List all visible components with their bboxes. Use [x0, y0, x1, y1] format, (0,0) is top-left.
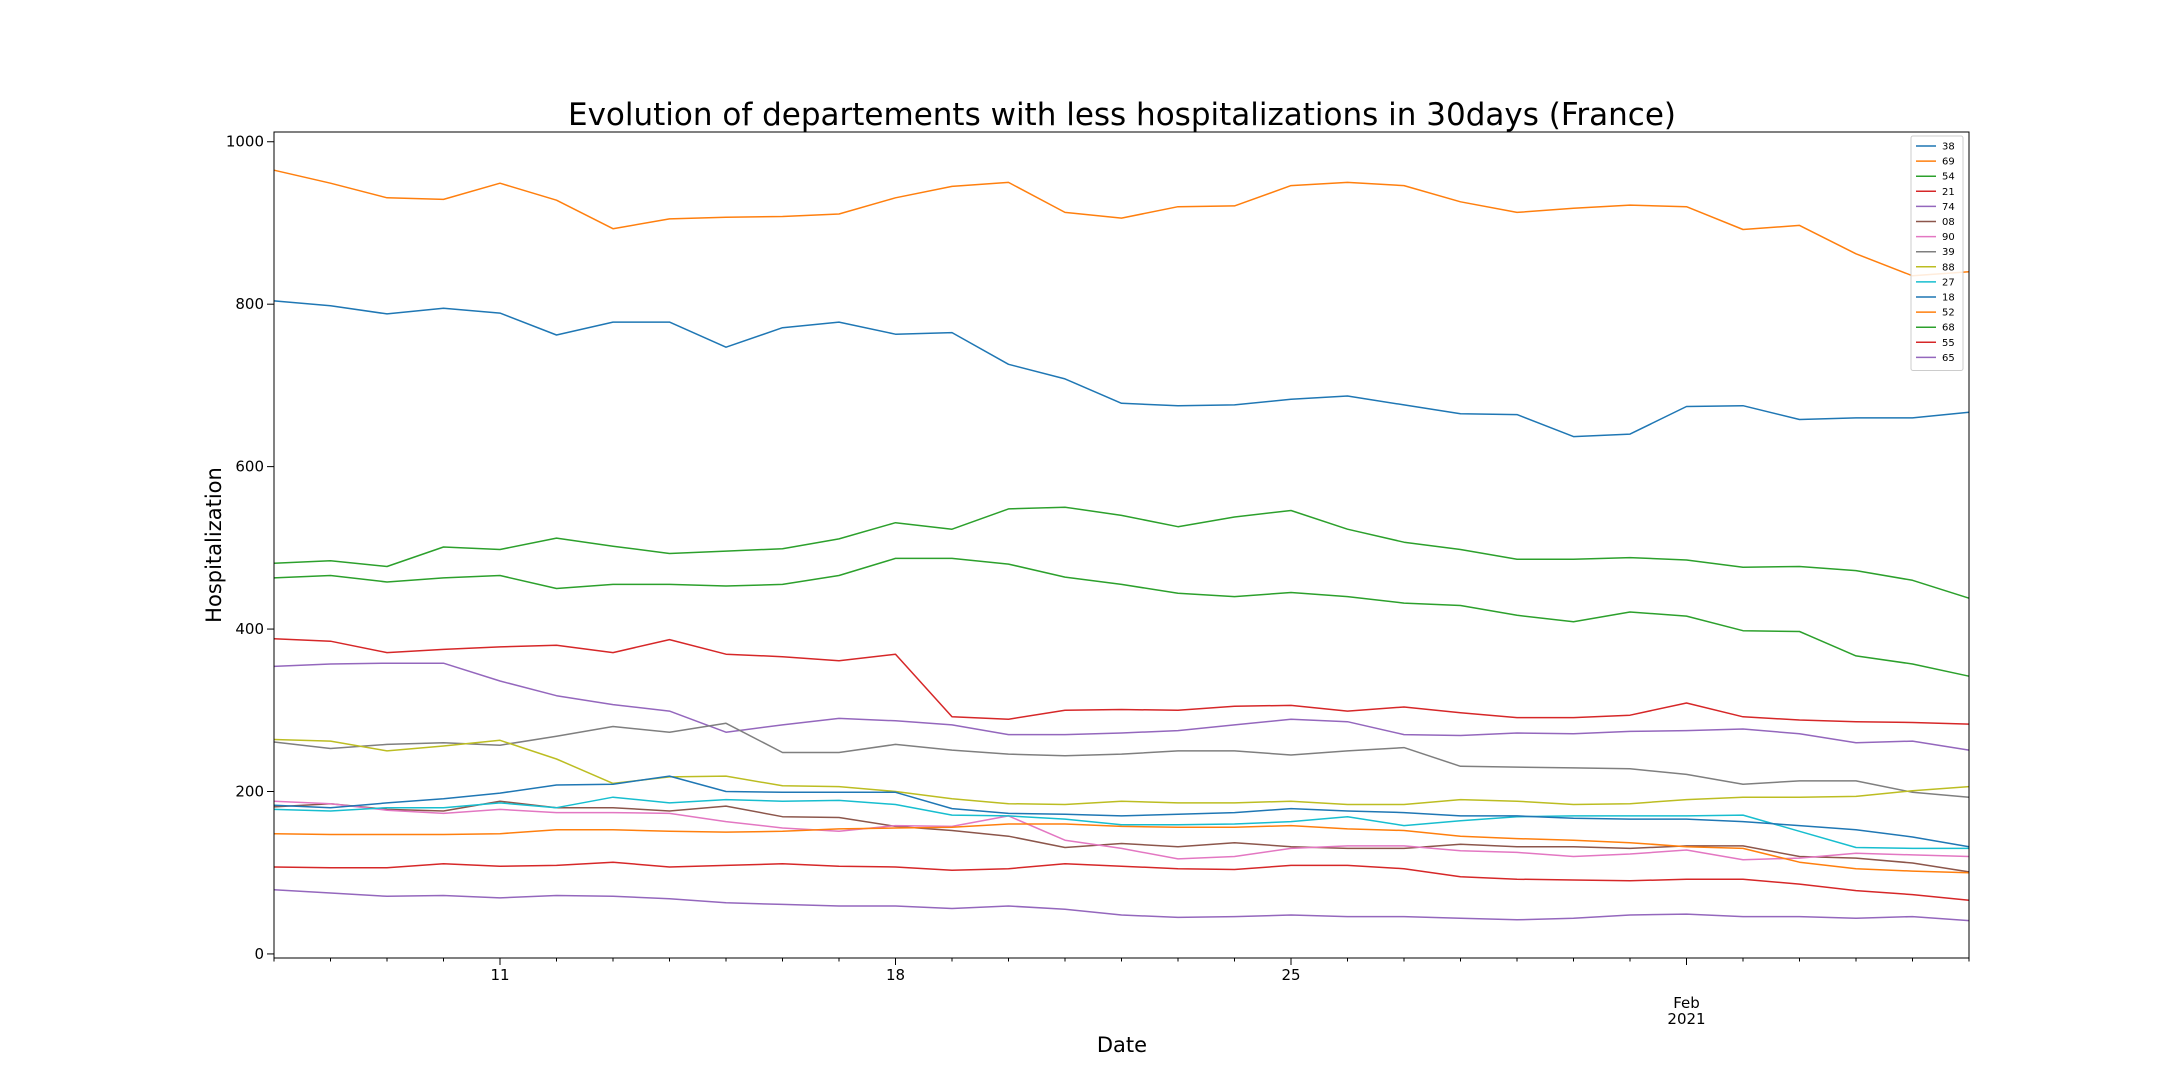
legend-label-68: 68	[1942, 323, 1955, 334]
legend-box	[1910, 135, 1964, 371]
y-tick-label: 1000	[226, 133, 264, 151]
x-tick-label: 11	[490, 966, 509, 984]
legend-label-08: 08	[1942, 217, 1955, 228]
x-tick-label: 18	[886, 966, 905, 984]
legend-label-21: 21	[1942, 187, 1955, 198]
y-axis: 0 200 400 600 800 1000	[226, 133, 274, 963]
legend-label-74: 74	[1942, 202, 1955, 213]
legend-label-54: 54	[1942, 172, 1955, 183]
legend: 38 69 54 21 74 08 90 39 88 27 18 52 68 55 65	[1910, 135, 1964, 371]
y-tick-label: 200	[235, 783, 264, 801]
y-tick-label: 400	[235, 620, 264, 638]
series-line-55	[273, 861, 1970, 902]
series-line-65	[273, 889, 1970, 922]
legend-label-52: 52	[1942, 308, 1955, 319]
series-line-27	[273, 796, 1969, 850]
series-line-54	[273, 506, 1970, 599]
chart-title: Evolution of departements with less hosp…	[568, 97, 1676, 133]
series-line-52	[273, 823, 1970, 874]
y-tick-label: 600	[235, 458, 264, 476]
series-line-88	[273, 738, 1970, 806]
series-line-18	[273, 775, 1970, 848]
y-tick-label: 800	[235, 295, 264, 313]
series-line-38	[273, 300, 1970, 438]
x-tick-label: Feb	[1673, 994, 1700, 1012]
legend-label-69: 69	[1942, 157, 1955, 168]
legend-label-38: 38	[1942, 142, 1955, 153]
legend-label-39: 39	[1942, 247, 1955, 258]
series-lines	[273, 169, 1970, 922]
legend-label-90: 90	[1942, 232, 1955, 243]
series-line-21	[273, 638, 1970, 725]
series-line-69	[273, 169, 1970, 277]
x-axis-label: Date	[1097, 1033, 1147, 1057]
legend-label-27: 27	[1942, 277, 1955, 288]
x-tick-sublabel: 2021	[1667, 1010, 1705, 1028]
legend-label-88: 88	[1942, 262, 1955, 273]
series-line-68	[273, 557, 1970, 677]
series-line-39	[273, 722, 1970, 798]
x-tick-label: 25	[1281, 966, 1300, 984]
y-tick-label: 0	[254, 945, 264, 963]
series-line-74	[273, 662, 1970, 751]
series-line-90	[273, 800, 1970, 861]
y-axis-label: Hospitalization	[202, 467, 226, 623]
legend-label-65: 65	[1942, 353, 1955, 364]
legend-label-55: 55	[1942, 338, 1955, 349]
legend-label-18: 18	[1942, 293, 1955, 304]
